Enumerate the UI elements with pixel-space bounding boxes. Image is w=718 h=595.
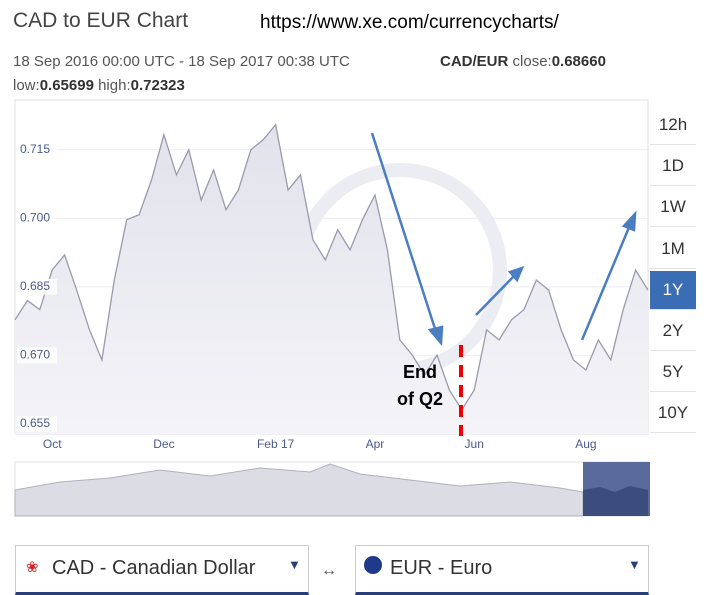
period-button[interactable]: 1D bbox=[650, 147, 696, 187]
x-tick-label: Aug bbox=[575, 437, 596, 451]
period-button[interactable]: 1W bbox=[650, 188, 696, 228]
y-tick-bg bbox=[17, 347, 57, 364]
chart-layer: 0.715 0.700 0.685 0.670 0.655 Oct Dec Feb 17 Apr… bbox=[14, 123, 649, 451]
close-value: 0.68660 bbox=[551, 53, 606, 70]
x-tick-label: Oct bbox=[43, 437, 62, 451]
y-tick-label: 0.655 bbox=[20, 416, 50, 430]
title: CAD to EUR Chart bbox=[13, 9, 189, 32]
low-label: low: bbox=[13, 77, 40, 94]
y-tick-label: 0.685 bbox=[20, 279, 50, 293]
high-value: 0.72323 bbox=[130, 77, 185, 94]
y-tick-bg bbox=[17, 141, 57, 158]
to-dropdown[interactable]: EUR - Euro ▼ bbox=[355, 545, 649, 595]
url: https://www.xe.com/currencycharts/ bbox=[260, 12, 559, 33]
from-currency: CAD - Canadian Dollar bbox=[52, 557, 256, 579]
period-button[interactable]: 1M bbox=[650, 230, 696, 269]
chart: 0.715 0.700 0.685 0.670 0.655 Oct Dec Feb 17 Apr… bbox=[14, 99, 650, 517]
y-tick-label: 0.715 bbox=[20, 142, 50, 156]
y-tick-label: 0.700 bbox=[20, 211, 50, 225]
arrows bbox=[370, 132, 637, 347]
y-tick-bg bbox=[17, 278, 57, 295]
from-dropdown[interactable]: ❀ CAD - Canadian Dollar ▼ bbox=[15, 545, 309, 595]
flag-ca: ❀ bbox=[26, 559, 39, 576]
area-fill bbox=[15, 124, 648, 434]
y-tick-bg bbox=[17, 415, 57, 432]
area-line bbox=[14, 123, 649, 412]
flag-eu bbox=[364, 556, 382, 574]
y-tick-bg bbox=[17, 210, 57, 227]
x-tick-label: Dec bbox=[153, 437, 174, 451]
low-value: 0.65699 bbox=[39, 77, 94, 94]
high-label: high: bbox=[98, 77, 131, 94]
x-tick-label: Jun bbox=[465, 437, 484, 451]
low-high: low:0.65699 high:0.72323 bbox=[13, 77, 185, 94]
pair: CAD/EUR bbox=[440, 53, 509, 70]
navigator-selected-area bbox=[583, 486, 648, 516]
annotation: of Q2 bbox=[397, 389, 443, 409]
caret: ▼ bbox=[628, 557, 641, 572]
swap-icon[interactable]: ↔ bbox=[321, 562, 337, 579]
annotation: End bbox=[403, 362, 437, 382]
period-button[interactable]: 5Y bbox=[650, 353, 696, 393]
close-info: CAD/EUR close:0.68660 bbox=[440, 53, 606, 70]
period-button[interactable]: 1Y bbox=[650, 270, 696, 310]
x-tick-label: Apr bbox=[366, 437, 385, 451]
y-tick-label: 0.670 bbox=[20, 348, 50, 362]
period-button[interactable]: 12h bbox=[650, 106, 696, 145]
range: 18 Sep 2016 00:00 UTC - 18 Sep 2017 00:3… bbox=[13, 53, 350, 70]
close-label: close: bbox=[512, 53, 552, 70]
caret: ▼ bbox=[288, 557, 301, 572]
x-tick-label: Feb 17 bbox=[257, 437, 295, 451]
period-button[interactable]: 10Y bbox=[650, 394, 696, 434]
to-currency: EUR - Euro bbox=[390, 557, 493, 579]
period-button[interactable]: 2Y bbox=[650, 312, 696, 351]
